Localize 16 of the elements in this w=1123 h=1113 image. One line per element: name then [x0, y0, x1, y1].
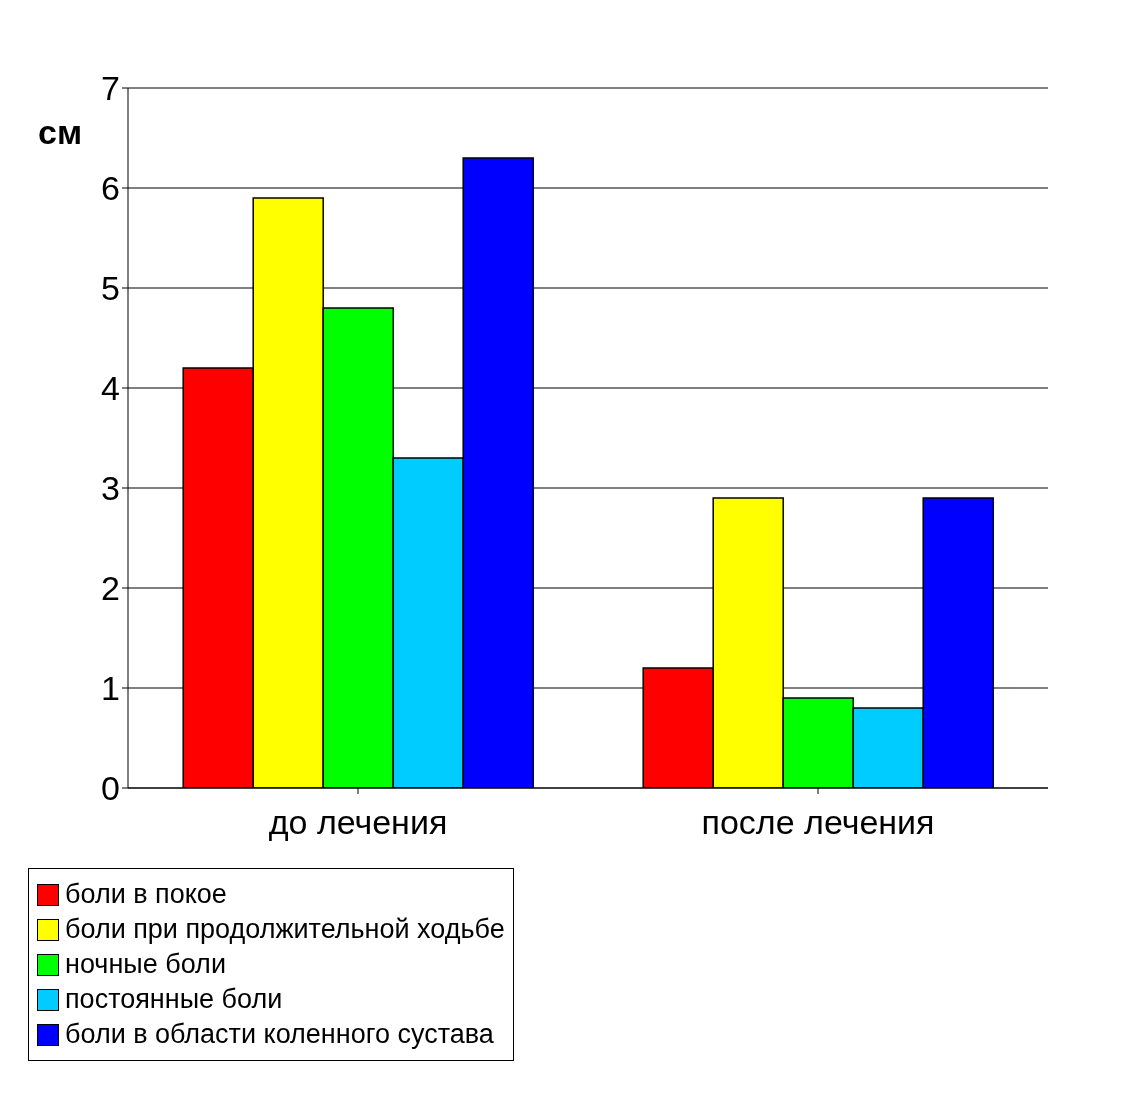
y-tick-label: 7: [101, 69, 120, 108]
legend-label: боли в области коленного сустава: [65, 1019, 494, 1050]
y-tick-label: 1: [101, 669, 120, 708]
y-axis-title: см: [38, 113, 83, 152]
y-tick-label: 4: [101, 369, 120, 408]
y-tick-label: 0: [101, 769, 120, 808]
legend-label: боли при продолжительной ходьбе: [65, 914, 505, 945]
y-tick-label: 5: [101, 269, 120, 308]
y-tick-label: 6: [101, 169, 120, 208]
legend-label: постоянные боли: [65, 984, 283, 1015]
y-tick-label: 2: [101, 569, 120, 608]
x-tick-label: до лечения: [268, 803, 448, 842]
x-tick-label: после лечения: [701, 803, 935, 842]
legend-label: боли в покое: [65, 879, 227, 910]
y-tick-label: 3: [101, 469, 120, 508]
legend-label: ночные боли: [65, 949, 226, 980]
